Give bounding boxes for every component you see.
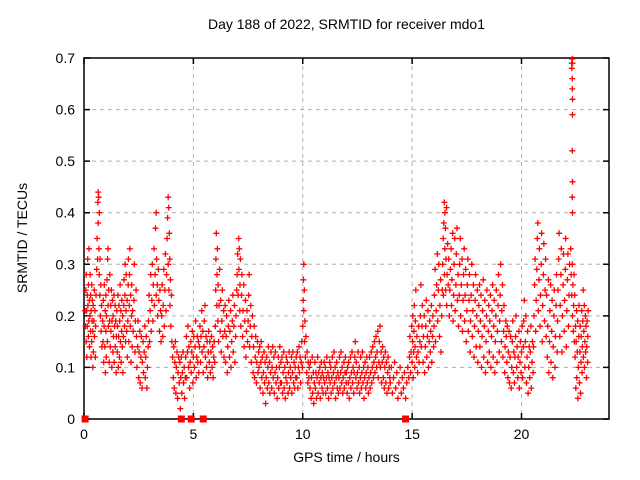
- x-tick-label: 5: [189, 426, 197, 442]
- axis-ticks: [83, 57, 609, 420]
- chart-title: Day 188 of 2022, SRMTID for receiver mdo…: [207, 16, 485, 32]
- gridlines: [83, 57, 609, 420]
- y-tick-label: 0.7: [56, 50, 76, 66]
- data-points-srmtid-plus-markers: [82, 56, 592, 412]
- y-tick-label: 0.5: [56, 153, 76, 169]
- x-tick-label: 20: [514, 426, 530, 442]
- y-tick-label: 0.3: [56, 256, 76, 272]
- y-tick-label: 0.2: [56, 308, 76, 324]
- x-tick-label: 10: [295, 426, 311, 442]
- y-tick-label: 0: [67, 411, 75, 427]
- x-tick-label: 0: [80, 426, 88, 442]
- x-tick-label: 15: [404, 426, 420, 442]
- plot-border: [83, 57, 610, 420]
- x-axis-label: GPS time / hours: [293, 449, 400, 465]
- data-points-zero-square-markers: [81, 415, 410, 423]
- y-tick-label: 0.4: [56, 205, 76, 221]
- y-tick-label: 0.1: [56, 359, 76, 375]
- y-tick-label: 0.6: [56, 102, 76, 118]
